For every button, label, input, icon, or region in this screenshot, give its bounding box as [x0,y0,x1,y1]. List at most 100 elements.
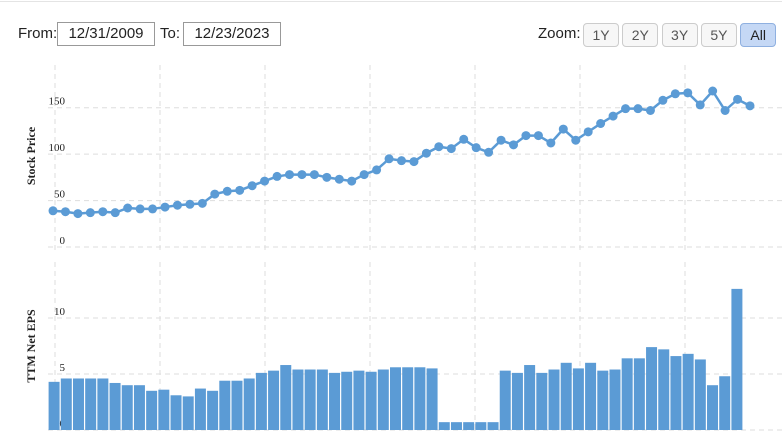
price-point [110,208,120,218]
bar [72,378,84,430]
bar [646,347,658,430]
price-point [446,144,456,154]
price-point [309,170,319,180]
bar [450,422,462,430]
price-point [73,209,83,219]
y-tick-label: 0 [60,235,66,247]
bar [194,388,206,430]
bar [268,370,280,430]
bar [146,390,158,430]
price-point [172,200,182,210]
bar [121,385,133,430]
bar [487,422,499,430]
zoom-button[interactable]: 5Y [700,23,737,47]
price-point [98,207,108,217]
price-point [583,127,593,137]
price-point [484,147,494,157]
bar [597,370,609,430]
bar [585,362,597,430]
price-point [658,95,668,105]
price-point [521,131,531,141]
price-point [347,176,357,186]
price-point [372,165,382,175]
price-point [645,106,655,115]
price-point [459,134,469,144]
bar [219,380,231,430]
zoom-button[interactable]: 2Y [622,23,659,47]
bar [414,367,426,430]
to-label: To: [160,25,181,42]
price-point [708,86,718,96]
y-axis-title: TTM Net EPS [24,309,38,383]
bar [511,372,523,430]
zoom-button[interactable]: 3Y [661,23,698,47]
price-point [596,119,606,128]
price-point [135,204,145,214]
from-label: From: [18,25,58,42]
price-point [148,204,158,214]
bar [609,369,621,430]
price-point [185,199,195,209]
bar [158,389,170,430]
bar [658,349,670,430]
price-point [409,157,419,167]
bar [390,367,401,430]
bar [255,372,267,430]
bar [60,378,72,430]
price-point [633,104,643,114]
zoom-button[interactable]: All [740,23,777,47]
price-point [210,189,220,199]
zoom-button[interactable]: 1Y [583,23,619,47]
price-point [546,138,556,148]
from-input[interactable]: 12/31/2009 [57,22,155,46]
price-point [284,170,294,180]
bar [707,385,719,430]
bar [694,359,706,430]
bar [438,422,450,430]
price-point [60,207,70,217]
price-point [509,140,519,150]
bar [170,395,182,430]
price-point [571,135,581,145]
price-line [52,88,751,215]
price-point [359,170,369,180]
bar [316,369,328,430]
bar [548,369,560,430]
price-point [235,185,245,195]
price-point [683,88,693,98]
price-point [222,186,232,196]
bar [377,369,389,430]
bar [85,378,97,430]
bar [475,422,487,430]
price-point [695,100,705,110]
bar [719,376,731,430]
price-point [720,106,730,115]
bar [341,371,353,430]
to-input[interactable]: 12/23/2023 [183,22,281,46]
price-point [247,181,257,191]
y-axis-title: Stock Price [24,126,38,185]
price-point [733,94,743,104]
y-tick-label: 100 [49,142,66,154]
price-point [621,104,631,114]
bar [304,369,316,430]
price-point [434,142,444,152]
zoom-label: Zoom: [538,25,581,42]
y-tick-label: 5 [60,362,66,374]
price-point [533,131,543,141]
price-point [745,101,755,111]
price-point [471,143,481,153]
bar [48,381,60,430]
price-point [48,206,58,216]
bar [731,288,743,430]
bar [133,385,145,430]
price-point [297,170,307,180]
bar [243,378,255,430]
bar [670,356,682,430]
y-tick-label: 10 [54,306,66,318]
y-tick-label: 150 [49,96,66,108]
bar [182,396,194,430]
bar [682,353,694,430]
